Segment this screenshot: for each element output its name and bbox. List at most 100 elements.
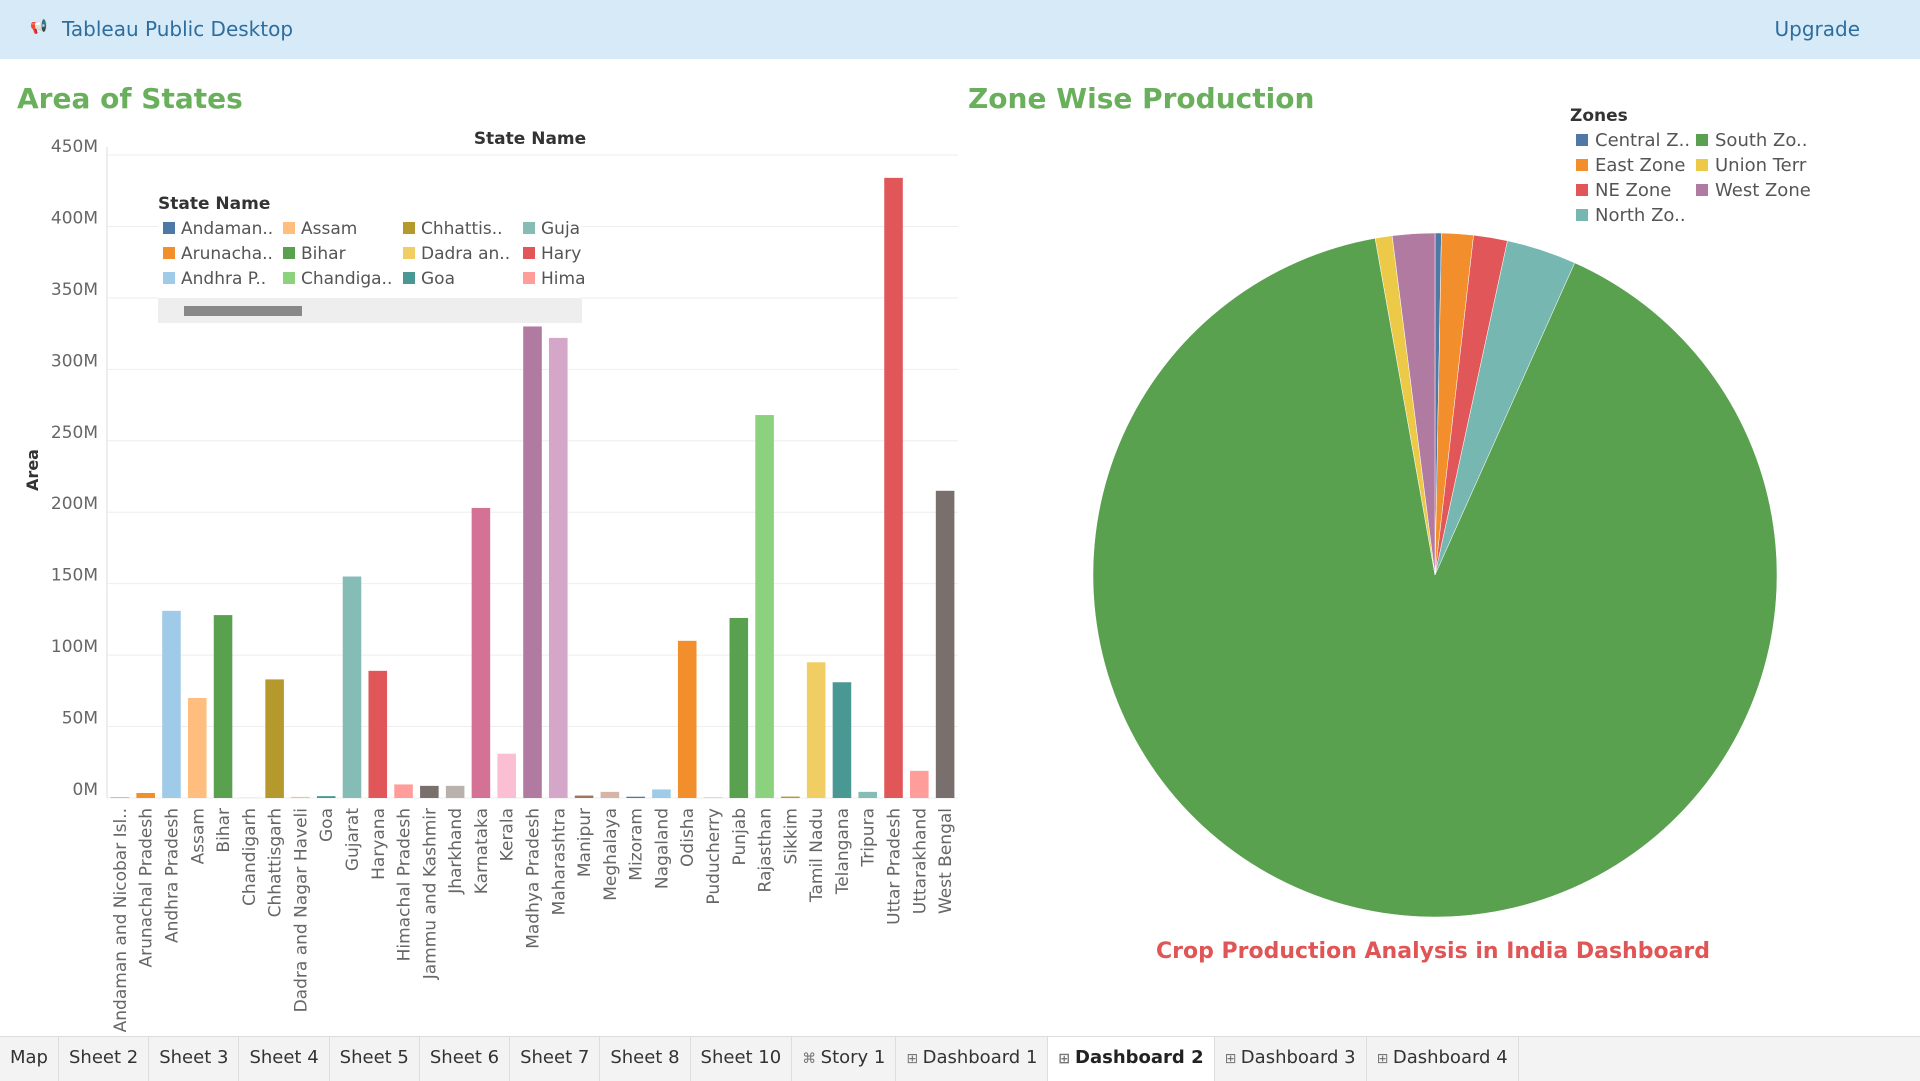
- bar: [394, 784, 413, 798]
- x-tick-label: Goa: [317, 808, 337, 842]
- bar: [136, 793, 155, 798]
- x-tick-label: Meghalaya: [601, 808, 621, 901]
- x-tick-label: Kerala: [498, 808, 518, 861]
- x-tick-label: Uttar Pradesh: [885, 808, 905, 925]
- tab[interactable]: Sheet 8: [600, 1037, 690, 1081]
- x-tick-label: Tamil Nadu: [807, 808, 827, 903]
- legend-title: Zones: [1570, 106, 1628, 126]
- tab[interactable]: Sheet 6: [420, 1037, 510, 1081]
- tab[interactable]: Sheet 10: [691, 1037, 793, 1081]
- x-tick-label: Chandigarh: [240, 808, 260, 906]
- y-tick-label: 100M: [51, 637, 98, 657]
- x-tick-label: Andhra Pradesh: [162, 808, 182, 943]
- bar: [601, 792, 620, 798]
- bar: [446, 786, 465, 798]
- x-tick-label: Tripura: [859, 808, 879, 868]
- x-tick-label: Haryana: [369, 808, 389, 880]
- legend-label: Chandiga..: [301, 269, 392, 289]
- y-tick-label: 300M: [51, 351, 98, 371]
- tab-label: Sheet 6: [430, 1047, 499, 1068]
- tab-icon: ⊞: [906, 1051, 922, 1067]
- tab-label: Dashboard 3: [1241, 1047, 1356, 1068]
- x-tick-label: Sikkim: [781, 808, 801, 865]
- legend-label: NE Zone: [1595, 180, 1671, 201]
- x-tick-label: Arunachal Pradesh: [137, 808, 157, 968]
- legend-swatch: [1576, 134, 1588, 146]
- y-tick-label: 200M: [51, 494, 98, 514]
- bar: [678, 641, 697, 798]
- legend-label: Guja: [541, 219, 580, 239]
- y-tick-label: 400M: [51, 208, 98, 228]
- bar: [575, 796, 594, 798]
- tab[interactable]: Sheet 5: [330, 1037, 420, 1081]
- x-tick-label: Manipur: [575, 808, 595, 877]
- legend-swatch: [523, 247, 535, 259]
- tab-label: Dashboard 1: [923, 1047, 1038, 1068]
- tab[interactable]: Sheet 2: [59, 1037, 149, 1081]
- tab-label: Story 1: [821, 1047, 886, 1068]
- bar: [291, 797, 310, 798]
- tab-label: Sheet 7: [520, 1047, 589, 1068]
- bar: [781, 797, 800, 798]
- legend-swatch: [163, 222, 175, 234]
- bar: [343, 577, 362, 798]
- tab-label: Sheet 10: [701, 1047, 782, 1068]
- bar: [936, 491, 955, 798]
- x-tick-label: Gujarat: [343, 808, 363, 871]
- tab-label: Dashboard 4: [1393, 1047, 1508, 1068]
- legend-swatch: [523, 222, 535, 234]
- legend-label: Dadra an..: [421, 244, 510, 264]
- chart-title: Zone Wise Production: [968, 82, 1314, 115]
- tab-bar: Map Sheet 2 Sheet 3 Sheet 4 Sheet 5 Sheet 6 Sh…: [0, 1036, 1920, 1081]
- tab[interactable]: Sheet 7: [510, 1037, 600, 1081]
- dashboard-title: Crop Production Analysis in India Dashbo…: [1156, 939, 1710, 964]
- x-tick-label: Nagaland: [652, 808, 672, 889]
- legend-label: Assam: [301, 219, 357, 239]
- legend-swatch: [403, 272, 415, 284]
- x-tick-label: Rajasthan: [756, 808, 776, 893]
- bar: [807, 662, 826, 798]
- legend-swatch: [523, 272, 535, 284]
- legend-swatch: [1576, 184, 1588, 196]
- legend-swatch: [283, 272, 295, 284]
- x-tick-label: Telangana: [833, 808, 853, 895]
- bar: [833, 682, 852, 798]
- tab-icon: ⊞: [1377, 1051, 1393, 1067]
- y-tick-label: 50M: [62, 709, 98, 729]
- bar: [884, 178, 903, 798]
- upgrade-link[interactable]: Upgrade: [1774, 17, 1860, 41]
- legend-swatch: [1696, 134, 1708, 146]
- tab[interactable]: ⊞ Dashboard 1: [896, 1037, 1048, 1081]
- x-tick-label: Mizoram: [627, 808, 647, 881]
- tab[interactable]: Sheet 3: [149, 1037, 239, 1081]
- tab-label: Sheet 4: [249, 1047, 318, 1068]
- tab[interactable]: ⊞ Dashboard 4: [1367, 1037, 1519, 1081]
- bar: [214, 615, 233, 798]
- legend-swatch: [163, 247, 175, 259]
- tab[interactable]: ⊞ Dashboard 3: [1215, 1037, 1367, 1081]
- tab[interactable]: Sheet 4: [239, 1037, 329, 1081]
- tab[interactable]: Map: [0, 1037, 59, 1081]
- x-tick-label: Uttarakhand: [910, 808, 930, 914]
- x-tick-label: Jharkhand: [446, 808, 466, 895]
- tab[interactable]: ⊞ Dashboard 2: [1048, 1037, 1214, 1081]
- legend-swatch: [283, 222, 295, 234]
- x-tick-label: Jammu and Kashmir: [420, 808, 440, 980]
- x-tick-label: Chhattisgarh: [266, 808, 286, 917]
- bar: [730, 618, 749, 798]
- tab-label: Sheet 5: [340, 1047, 409, 1068]
- bar: [368, 671, 387, 798]
- bar: [858, 792, 877, 798]
- y-axis-label: Area: [23, 449, 42, 491]
- y-tick-label: 150M: [51, 566, 98, 586]
- legend-swatch: [283, 247, 295, 259]
- tab-label: Sheet 8: [610, 1047, 679, 1068]
- y-tick-label: 450M: [51, 137, 98, 157]
- x-header: State Name: [474, 129, 586, 149]
- tab[interactable]: ⌘ Story 1: [792, 1037, 896, 1081]
- tab-icon: ⊞: [1058, 1051, 1075, 1067]
- tab-label: Sheet 2: [69, 1047, 138, 1068]
- legend-swatch: [403, 247, 415, 259]
- legend-label: Chhattis..: [421, 219, 503, 239]
